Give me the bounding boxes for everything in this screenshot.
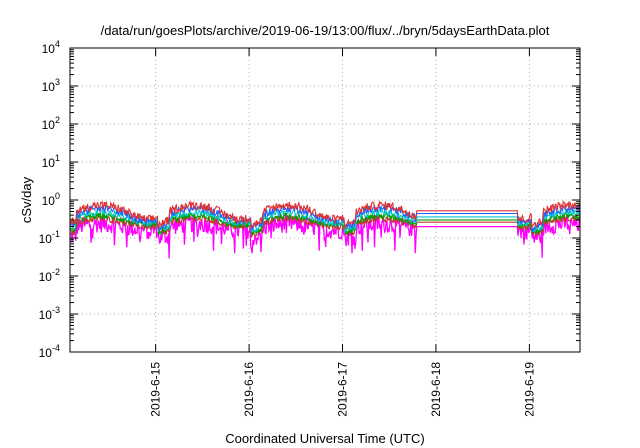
- x-tick-label: 2019-6-15: [149, 362, 163, 417]
- y-tick-label: 102: [42, 115, 60, 132]
- y-axis-label: cSv/day: [19, 176, 34, 223]
- y-tick-label: 101: [42, 153, 60, 170]
- chart-title: /data/run/goesPlots/archive/2019-06-19/1…: [101, 23, 550, 38]
- grid: [70, 48, 580, 352]
- series-line: [69, 207, 581, 235]
- x-tick-label: 2019-6-18: [429, 362, 443, 417]
- x-tick-label: 2019-6-16: [242, 362, 256, 417]
- y-tick-label: 104: [42, 39, 60, 56]
- y-tick-label: 10-3: [39, 305, 60, 322]
- y-tick-label: 103: [42, 77, 60, 94]
- y-tick-label: 10-4: [39, 343, 60, 360]
- series-line: [69, 200, 581, 230]
- x-tick-label: 2019-6-19: [522, 362, 536, 417]
- x-tick-label: 2019-6-17: [336, 362, 350, 417]
- y-tick-label: 100: [42, 191, 60, 208]
- plot-frame: [69, 47, 581, 353]
- y-tick-label: 10-2: [39, 267, 60, 284]
- y-tick-label: 10-1: [39, 229, 60, 246]
- x-axis: 2019-6-15 2019-6-16 2019-6-17 2019-6-18 2019…: [149, 48, 536, 417]
- x-axis-label: Coordinated Universal Time (UTC): [225, 431, 424, 446]
- series-group: [69, 200, 581, 259]
